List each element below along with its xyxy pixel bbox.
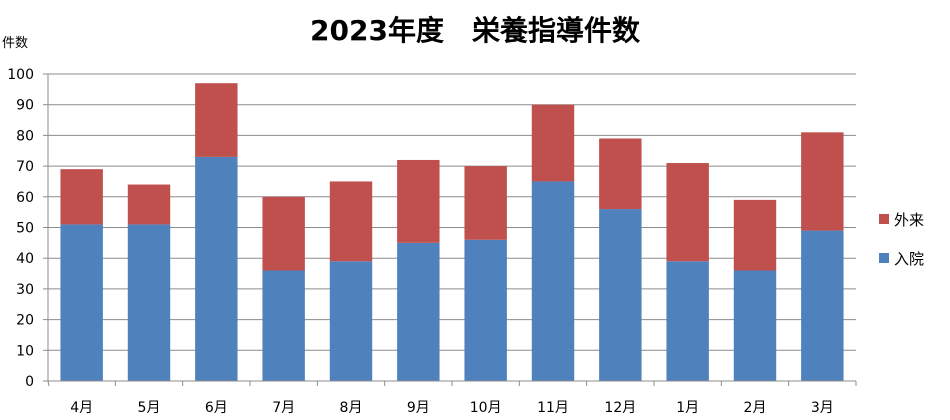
chart-title: 2023年度 栄養指導件数: [310, 14, 641, 47]
bar-inpatient-6: [397, 242, 440, 381]
y-tick-label-30: 30: [16, 282, 34, 298]
bar-inpatient-7: [464, 239, 507, 381]
gridlines: [43, 73, 857, 386]
y-tick-label-70: 70: [16, 159, 34, 175]
bar-inpatient-11: [733, 270, 777, 381]
y-tick-label-20: 20: [16, 313, 34, 329]
y-tick-label-60: 60: [16, 190, 34, 206]
x-tick-mark-0: [47, 380, 50, 387]
x-tick-label-10: 1月: [676, 400, 699, 416]
bar-inpatient-10: [666, 261, 709, 381]
legend-label-inpatient: 入院: [894, 250, 924, 268]
bar-outpatient-1: [60, 169, 103, 225]
y-axis-ticks: 0 10 20 30 40 50 60 70 80 90 100: [7, 67, 34, 390]
x-tick-label-5: 8月: [340, 400, 363, 416]
y-tick-label-50: 50: [16, 221, 34, 237]
y-tick-label-90: 90: [16, 98, 34, 114]
bar-outpatient-2: [127, 184, 171, 225]
y-tick-label-100: 100: [7, 67, 34, 83]
y-tick-label-40: 40: [16, 251, 34, 267]
legend-label-outpatient: 外来: [894, 211, 924, 229]
x-tick-label-7: 10月: [470, 400, 502, 416]
x-tick-label-6: 9月: [407, 400, 430, 416]
bar-outpatient-5: [329, 181, 373, 262]
bar-inpatient-2: [127, 224, 171, 381]
x-tick-label-2: 5月: [138, 400, 161, 416]
legend-swatch-outpatient: [879, 214, 889, 224]
bar-inpatient-5: [329, 261, 373, 381]
bar-outpatient-7: [464, 166, 507, 240]
bar-outpatient-10: [666, 163, 709, 262]
bars: [60, 83, 844, 381]
x-tick-label-12: 3月: [811, 400, 834, 416]
bar-outpatient-6: [397, 159, 440, 243]
y-tick-label-10: 10: [16, 343, 34, 359]
legend-swatch-inpatient: [879, 253, 889, 263]
bar-inpatient-12: [801, 230, 844, 381]
y-axis-unit-label: 件数: [2, 36, 28, 51]
x-tick-label-11: 2月: [744, 400, 767, 416]
axes: [47, 74, 856, 387]
bar-inpatient-4: [262, 270, 305, 381]
y-tick-label-0: 0: [25, 374, 34, 390]
bar-outpatient-3: [195, 83, 238, 157]
bar-outpatient-11: [733, 199, 777, 271]
x-tick-label-3: 6月: [205, 400, 228, 416]
x-tick-label-4: 7月: [272, 400, 295, 416]
x-tick-label-9: 12月: [604, 400, 636, 416]
bar-inpatient-3: [195, 156, 238, 381]
x-axis-labels: 4月 5月 6月 7月 8月 9月 10月 11月 12月 1月 2月 3月: [70, 400, 834, 416]
x-tick-label-1: 4月: [70, 400, 93, 416]
bar-outpatient-4: [262, 196, 305, 271]
bar-inpatient-1: [60, 224, 103, 381]
x-tick-label-8: 11月: [537, 400, 569, 416]
bar-inpatient-9: [599, 209, 642, 381]
bar-outpatient-12: [801, 132, 844, 231]
bar-outpatient-8: [531, 104, 575, 182]
y-tick-label-80: 80: [16, 128, 34, 144]
bar-outpatient-9: [599, 138, 642, 210]
bar-inpatient-8: [531, 181, 575, 381]
